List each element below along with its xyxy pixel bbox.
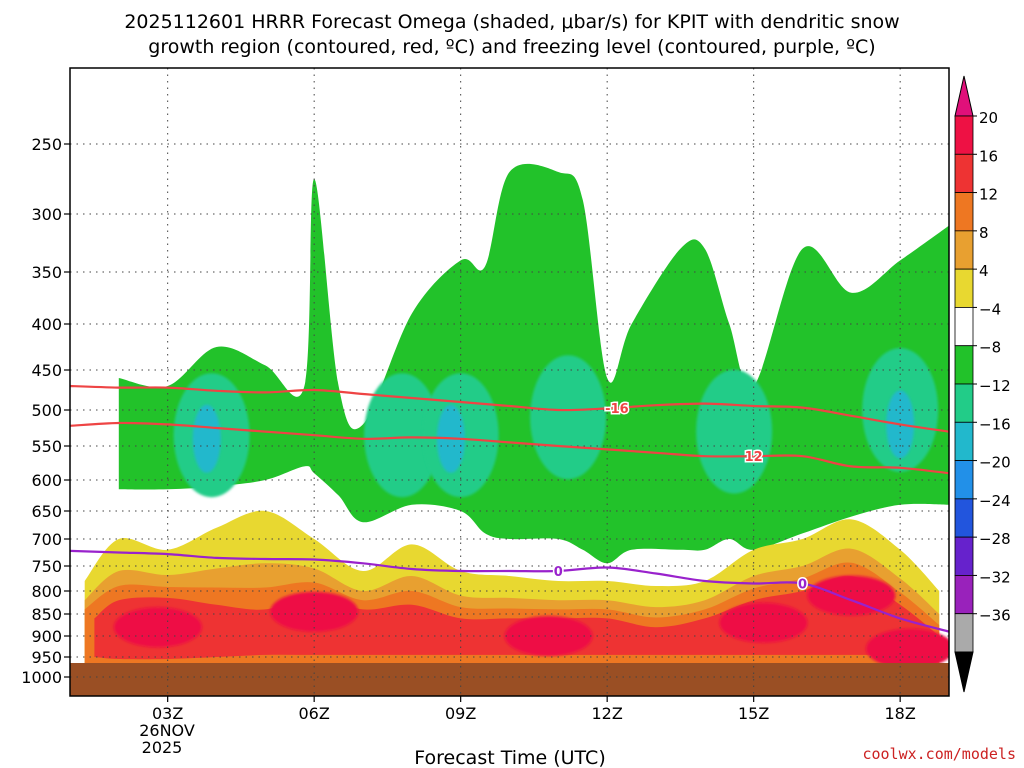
colorbar-swatch-12 (954, 575, 974, 615)
colorbar-swatch-3 (954, 230, 974, 270)
colorbar-label-6: −8 (979, 339, 1001, 357)
omega-region-minus-12-0 (192, 404, 221, 473)
chart-title-line-1: 2025112601 HRRR Forecast Omega (shaded, … (124, 11, 899, 33)
colorbar-label-5: −4 (979, 300, 1001, 318)
omega-region-minus-8-1 (364, 373, 441, 498)
colorbar-swatch-0 (954, 115, 974, 155)
colorbar-swatch-4 (954, 268, 974, 308)
omega-region-minus-8-3 (530, 355, 607, 480)
omega-region-plus-20-3 (719, 602, 808, 643)
x-tick-label-09Z: 09Z (445, 704, 476, 723)
credit-text: coolwx.com/models (862, 745, 1016, 763)
colorbar-label-11: −28 (979, 530, 1011, 548)
y-tick-label-500: 500 (31, 401, 62, 420)
colorbar-label-3: 8 (979, 224, 989, 242)
x-tick-label-18Z: 18Z (885, 704, 916, 723)
y-tick-label-1000: 1000 (21, 668, 62, 687)
y-tick-label-250: 250 (31, 135, 62, 154)
contour-line-2 (70, 549, 949, 633)
colorbar-swatch-6 (954, 345, 974, 385)
colorbar-swatch-11 (954, 536, 974, 576)
chart-title-line-2: growth region (contoured, red, ºC) and f… (148, 36, 875, 58)
y-axis: 250 300 350 400 450 500 550 600 650 700 750 800 850 9… (21, 135, 70, 687)
y-tick-label-300: 300 (31, 205, 62, 224)
y-tick-label-550: 550 (31, 437, 62, 456)
x-tick-label-15Z: 15Z (738, 704, 769, 723)
colorbar-swatch-7 (954, 383, 974, 423)
colorbar-label-1: 16 (979, 147, 998, 165)
y-tick-label-700: 700 (31, 530, 62, 549)
date-label-day: 26NOV (139, 721, 195, 740)
y-tick-label-950: 950 (31, 648, 62, 667)
colorbar-label-10: −24 (979, 492, 1011, 510)
date-label-year: 2025 (142, 738, 183, 757)
y-tick-label-350: 350 (31, 263, 62, 282)
temperature-contours: -16 12 0 0 (70, 384, 949, 633)
y-tick-label-900: 900 (31, 627, 62, 646)
x-tick-label-06Z: 06Z (299, 704, 330, 723)
colorbar-swatch-8 (954, 421, 974, 461)
contour-line-0 (70, 384, 949, 433)
ground-below-surface (70, 663, 949, 696)
colorbar-top-arrow (954, 75, 974, 117)
colorbar-label-8: −16 (979, 415, 1011, 433)
colorbar-label-4: 4 (979, 262, 989, 280)
y-tick-label-450: 450 (31, 361, 62, 380)
contour-label-0-0: -16 (605, 402, 629, 417)
y-tick-label-750: 750 (31, 557, 62, 576)
omega-region-plus-20-4 (807, 575, 896, 616)
colorbar-swatch-13 (954, 613, 974, 653)
x-axis-label: Forecast Time (UTC) (414, 747, 605, 768)
y-tick-label-800: 800 (31, 582, 62, 601)
omega-shading (70, 163, 949, 696)
colorbar-label-0: 20 (979, 109, 998, 127)
colorbar-swatch-2 (954, 192, 974, 232)
colorbar-swatch-1 (954, 153, 974, 193)
omega-region-plus-20-5 (865, 628, 949, 669)
colorbar: 20 16 12 8 4 −4 −8 −12 −16 −20 −24 −28 −32 −36 (954, 75, 1011, 693)
colorbar-label-9: −20 (979, 454, 1011, 472)
y-tick-label-400: 400 (31, 315, 62, 334)
y-tick-label-650: 650 (31, 502, 62, 521)
colorbar-label-7: −12 (979, 377, 1011, 395)
omega-region-plus-20-2 (504, 616, 593, 656)
omega-region-minus-8-4 (696, 369, 773, 494)
colorbar-label-12: −32 (979, 568, 1011, 586)
colorbar-label-13: −36 (979, 607, 1011, 625)
contour-label-1-0: 12 (745, 450, 763, 465)
contour-label-2-1: 0 (798, 578, 807, 593)
omega-region-plus-20-1 (270, 591, 359, 632)
y-tick-label-600: 600 (31, 471, 62, 490)
x-axis: 03Z 06Z 09Z 12Z 15Z 18Z (152, 696, 916, 723)
x-tick-label-12Z: 12Z (592, 704, 623, 723)
omega-region-plus-20-0 (113, 607, 202, 648)
x-tick-label-03Z: 03Z (152, 704, 183, 723)
colorbar-label-2: 12 (979, 186, 998, 204)
colorbar-swatch-5 (954, 307, 974, 347)
gridlines (70, 68, 949, 696)
colorbar-swatch-10 (954, 498, 974, 538)
plot-frame (69, 67, 950, 697)
y-tick-label-850: 850 (31, 605, 62, 624)
contour-line-1 (70, 421, 949, 475)
omega-region-plus-16 (94, 575, 940, 660)
colorbar-bottom-arrow (954, 651, 974, 693)
contour-label-2-0: 0 (554, 565, 563, 580)
colorbar-swatch-9 (954, 460, 974, 500)
